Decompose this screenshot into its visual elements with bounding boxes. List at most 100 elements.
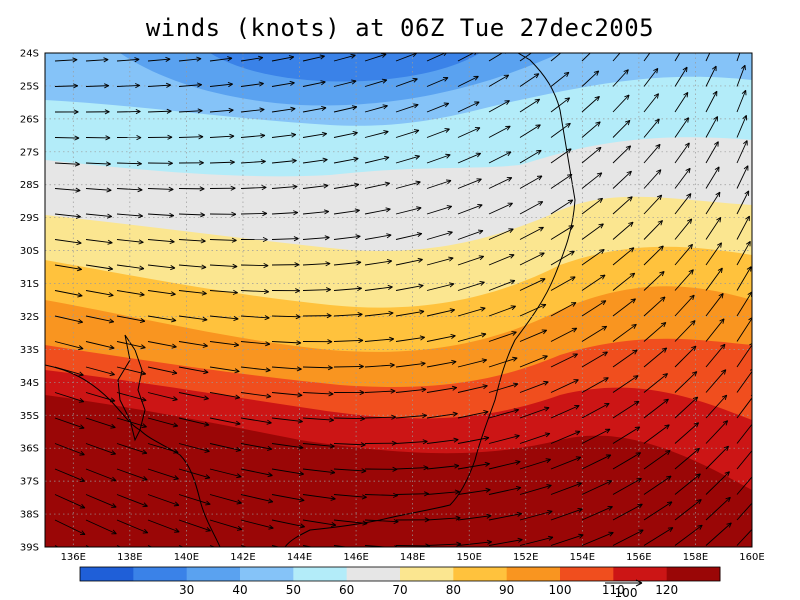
- wind-arrow: [54, 213, 81, 219]
- wind-arrow: [85, 109, 110, 115]
- colorbar-label: 90: [499, 583, 514, 597]
- wind-arrow: [736, 53, 741, 62]
- wind-arrow: [426, 153, 451, 164]
- wind-arrow: [550, 122, 571, 138]
- wind-arrow: [240, 468, 273, 478]
- wind-arrow: [54, 264, 83, 272]
- wind-arrow: [488, 434, 520, 444]
- wind-arrow: [705, 217, 722, 240]
- wind-arrow: [488, 74, 510, 87]
- wind-arrow: [364, 259, 393, 266]
- wind-arrow: [54, 239, 82, 246]
- wind-arrow: [364, 181, 390, 189]
- wind-arrow: [457, 513, 492, 521]
- wind-arrow: [364, 130, 389, 138]
- wind-arrow: [395, 103, 419, 113]
- wind-arrow: [581, 300, 607, 317]
- wind-arrow: [240, 366, 271, 373]
- wind-arrow: [426, 230, 453, 240]
- wind-arrow: [240, 159, 266, 165]
- wind-arrow: [705, 65, 717, 87]
- colorbar-label: 70: [392, 583, 407, 597]
- wind-arrow: [54, 187, 81, 193]
- wind-arrow: [302, 106, 327, 113]
- wind-arrow: [426, 282, 455, 291]
- wind-arrow: [457, 461, 490, 470]
- lat-tick-label: 32S: [20, 312, 39, 323]
- wind-arrow: [426, 128, 450, 138]
- wind-arrow: [333, 468, 367, 474]
- wind-arrow: [736, 449, 752, 470]
- wind-arrow: [612, 247, 635, 266]
- wind-arrow: [519, 380, 549, 393]
- wind-arrow: [488, 485, 522, 495]
- wind-arrow: [736, 420, 752, 444]
- wind-arrow: [85, 443, 116, 456]
- wind-arrow: [736, 89, 747, 113]
- wind-arrow: [364, 518, 399, 525]
- wind-arrow: [643, 398, 669, 419]
- state-border: [45, 364, 221, 547]
- wind-arrow: [271, 262, 300, 268]
- wind-arrow: [147, 134, 173, 140]
- wind-arrow: [581, 121, 601, 138]
- wind-arrow: [302, 131, 327, 138]
- wind-arrow: [302, 519, 337, 528]
- wind-arrow: [116, 57, 140, 63]
- wind-arrow: [705, 267, 723, 291]
- wind-arrow: [519, 98, 541, 113]
- wind-arrow: [519, 509, 553, 521]
- wind-arrow: [395, 257, 423, 266]
- wind-arrow: [457, 75, 479, 87]
- wind-arrow: [550, 327, 578, 342]
- wind-arrow: [519, 406, 550, 419]
- wind-arrow: [488, 202, 513, 215]
- wind-arrow: [116, 187, 143, 193]
- wind-vector-field: [54, 53, 752, 547]
- wind-arrow: [488, 331, 517, 342]
- wind-arrow: [612, 221, 634, 240]
- wind-arrow: [457, 178, 482, 189]
- wind-arrow: [54, 83, 79, 89]
- wind-arrow: [426, 308, 455, 317]
- wind-arrow: [705, 420, 729, 444]
- wind-arrow: [178, 341, 208, 348]
- wind-arrow: [333, 363, 364, 370]
- wind-arrow: [271, 132, 297, 138]
- wind-arrow: [209, 82, 233, 88]
- wind-arrow: [54, 443, 85, 456]
- wind-arrow: [116, 315, 146, 323]
- wind-arrow: [147, 56, 171, 62]
- wind-arrow: [457, 358, 488, 368]
- wind-arrow: [612, 69, 629, 87]
- wind-arrow: [550, 482, 582, 495]
- wind-arrow: [178, 443, 210, 453]
- wind-arrow: [209, 468, 242, 479]
- wind-arrow: [178, 108, 203, 114]
- wind-arrow: [395, 77, 418, 87]
- wind-arrow: [116, 392, 147, 402]
- wind-arrow: [209, 519, 243, 531]
- wind-arrow: [674, 320, 696, 342]
- reference-vector-label: 100: [615, 586, 638, 600]
- wind-arrow: [705, 318, 725, 342]
- lon-tick-label: 148E: [400, 552, 425, 563]
- wind-arrow: [705, 343, 726, 368]
- wind-arrow: [550, 302, 577, 317]
- wind-arrow: [147, 468, 179, 480]
- wind-arrow: [581, 454, 612, 470]
- wind-arrow: [333, 260, 362, 266]
- wind-arrow: [271, 288, 300, 294]
- wind-arrow: [674, 422, 700, 444]
- wind-arrow: [271, 236, 299, 242]
- lat-tick-label: 30S: [20, 246, 39, 257]
- wind-arrow: [178, 468, 211, 480]
- wind-arrow: [612, 145, 632, 164]
- wind-arrow: [395, 154, 420, 164]
- wind-arrow: [333, 79, 357, 87]
- wind-arrow: [612, 298, 636, 317]
- wind-arrow: [519, 484, 552, 495]
- wind-arrow: [519, 252, 545, 266]
- wind-arrow: [271, 184, 298, 190]
- wind-arrow: [581, 428, 611, 444]
